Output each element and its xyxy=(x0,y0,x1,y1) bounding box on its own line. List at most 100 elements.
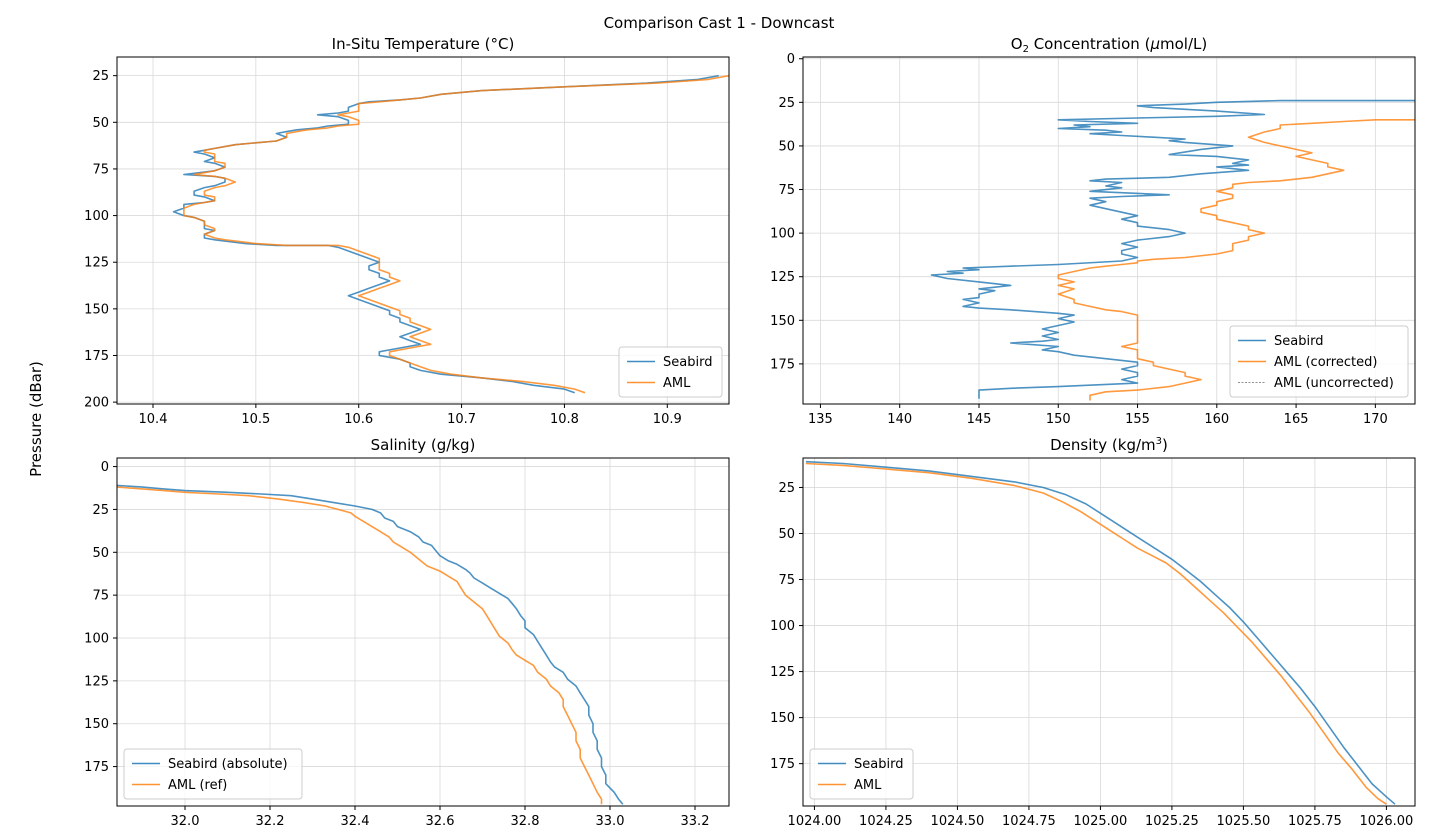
y-tick-label: 125 xyxy=(770,665,795,680)
legend: Seabird AML xyxy=(809,748,914,800)
series-line-seabird xyxy=(805,460,1396,805)
x-tick-label: 1025.50 xyxy=(1217,814,1271,829)
y-tick-label: 25 xyxy=(92,503,109,518)
y-tick-label: 50 xyxy=(92,116,109,131)
legend-box xyxy=(618,346,723,398)
axes-frame xyxy=(802,56,1416,405)
axes-frame xyxy=(802,457,1416,807)
y-tick-label: 100 xyxy=(84,209,109,224)
panel-title: Density (kg/m3) xyxy=(1050,436,1168,454)
series-line-aml-corrected xyxy=(1057,119,1415,401)
x-tick-label: 170 xyxy=(1363,412,1388,427)
y-tick-label: 0 xyxy=(101,460,109,475)
panel-4: 1024.00 1024.25 1024.50 1024.75 1025.00 1025.… xyxy=(770,436,1416,829)
x-tick-label: 32.8 xyxy=(511,814,540,829)
y-tick-label: 0 xyxy=(787,52,795,67)
legend-label-seabird-absolute: Seabird (absolute) xyxy=(168,757,288,772)
x-tick-label: 32.4 xyxy=(341,814,370,829)
legend-label-aml: AML xyxy=(663,376,691,391)
x-tick-label: 1025.75 xyxy=(1288,814,1342,829)
x-tick-label: 160 xyxy=(1204,412,1229,427)
y-tick-label: 100 xyxy=(770,227,795,242)
legend-box xyxy=(809,748,914,800)
series-line-aml xyxy=(183,74,729,394)
axes-frame xyxy=(116,457,730,807)
x-tick-label: 10.6 xyxy=(344,412,373,427)
x-tick-label: 32.0 xyxy=(171,814,200,829)
x-tick-label: 1024.00 xyxy=(788,814,842,829)
y-tick-label: 25 xyxy=(778,96,795,111)
series-line-seabird xyxy=(930,99,1415,399)
x-tick-label: 1024.50 xyxy=(931,814,985,829)
legend: Seabird AML (corrected) AML (uncorrected) xyxy=(1229,325,1409,398)
gridlines xyxy=(803,458,1415,806)
x-tick-label: 10.8 xyxy=(550,412,579,427)
legend: Seabird AML xyxy=(618,346,723,398)
x-tick-label: 135 xyxy=(808,412,833,427)
y-tick-label: 50 xyxy=(92,546,109,561)
y-tick-label: 75 xyxy=(778,573,795,588)
series-group xyxy=(172,74,729,394)
y-tick-label: 75 xyxy=(92,589,109,604)
x-tick-label: 1025.00 xyxy=(1074,814,1128,829)
series-group xyxy=(805,460,1396,805)
x-tick-label: 10.4 xyxy=(139,412,168,427)
y-tick-label: 150 xyxy=(770,711,795,726)
series-line-aml xyxy=(805,462,1387,805)
series-line-seabird-absolute xyxy=(117,484,624,805)
y-tick-label: 50 xyxy=(778,139,795,154)
series-group xyxy=(117,484,624,805)
panel-title: In-Situ Temperature (°C) xyxy=(332,35,515,53)
x-tick-label: 10.9 xyxy=(653,412,682,427)
x-tick-label: 33.0 xyxy=(596,814,625,829)
x-tick-label: 10.5 xyxy=(241,412,270,427)
x-tick-label: 150 xyxy=(1046,412,1071,427)
legend-label-aml: AML xyxy=(854,778,882,793)
y-tick-label: 100 xyxy=(84,632,109,647)
x-tick-label: 1026.00 xyxy=(1360,814,1414,829)
panel-1: 10.4 10.5 10.6 10.7 10.8 10.9 25 50 75 100 125 150 1… xyxy=(84,35,730,427)
y-tick-label: 125 xyxy=(770,270,795,285)
gridlines xyxy=(117,458,729,806)
y-tick-label: 150 xyxy=(770,314,795,329)
x-tick-label: 140 xyxy=(887,412,912,427)
x-tick-label: 10.7 xyxy=(447,412,476,427)
x-tick-label: 32.2 xyxy=(256,814,285,829)
x-tick-label: 155 xyxy=(1125,412,1150,427)
y-tick-label: 175 xyxy=(770,357,795,372)
y-tick-label: 25 xyxy=(778,481,795,496)
legend-label-seabird: Seabird xyxy=(663,355,712,370)
legend-label-aml-ref: AML (ref) xyxy=(168,778,227,793)
legend: Seabird (absolute) AML (ref) xyxy=(123,748,303,800)
y-tick-label: 200 xyxy=(84,396,109,411)
y-tick-label: 50 xyxy=(778,527,795,542)
x-tick-label: 165 xyxy=(1284,412,1309,427)
y-tick-label: 150 xyxy=(84,302,109,317)
x-tick-label: 1024.25 xyxy=(859,814,913,829)
legend-label-seabird: Seabird xyxy=(854,757,903,772)
x-tick-label: 145 xyxy=(967,412,992,427)
series-line-aml-ref xyxy=(117,486,603,805)
legend-label-aml-uncorrected: AML (uncorrected) xyxy=(1274,376,1394,391)
y-tick-label: 75 xyxy=(778,183,795,198)
x-tick-label: 33.2 xyxy=(681,814,710,829)
figure-title: Comparison Cast 1 - Downcast xyxy=(604,14,835,32)
y-tick-label: 175 xyxy=(770,757,795,772)
panel-2: 135 140 145 150 155 160 165 170 0 25 50 75 100 125 150… xyxy=(770,35,1416,427)
y-tick-label: 175 xyxy=(84,760,109,775)
y-tick-label: 75 xyxy=(92,162,109,177)
y-tick-label: 100 xyxy=(770,619,795,634)
x-tick-label: 32.6 xyxy=(426,814,455,829)
y-axis-label: Pressure (dBar) xyxy=(27,361,45,477)
panel-3: 32.0 32.2 32.4 32.6 32.8 33.0 33.2 0 25 50 75 100 12… xyxy=(84,436,730,829)
y-tick-label: 125 xyxy=(84,674,109,689)
series-line-seabird xyxy=(172,74,719,394)
series-group xyxy=(930,99,1415,401)
legend-label-aml-corrected: AML (corrected) xyxy=(1274,355,1377,370)
legend-label-seabird: Seabird xyxy=(1274,334,1323,349)
x-tick-label: 1024.75 xyxy=(1002,814,1056,829)
legend-box xyxy=(123,748,303,800)
panel-title: Salinity (g/kg) xyxy=(371,436,476,454)
y-tick-label: 150 xyxy=(84,717,109,732)
